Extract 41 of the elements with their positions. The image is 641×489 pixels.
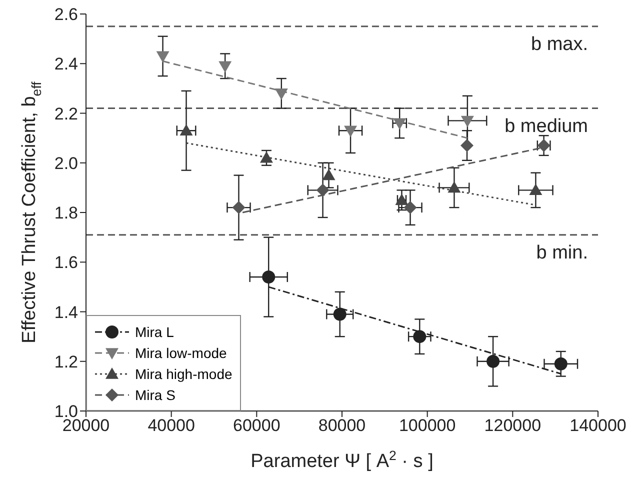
y-tick-label: 1.8 bbox=[54, 204, 78, 223]
point bbox=[232, 201, 246, 214]
x-tick-label: 100000 bbox=[398, 416, 456, 436]
x-tick-label: 80000 bbox=[318, 416, 366, 436]
point bbox=[218, 61, 232, 73]
x-tick-label: 140000 bbox=[570, 416, 626, 436]
y-tick-label: 1.4 bbox=[54, 302, 78, 322]
ref-line-label: b max. bbox=[530, 34, 588, 55]
legend-label: Mira L bbox=[135, 324, 174, 340]
point bbox=[180, 124, 193, 136]
y-tick-label: 2.0 bbox=[54, 154, 78, 173]
point bbox=[156, 51, 170, 63]
y-tick-label: 1.6 bbox=[54, 253, 78, 272]
x-tick-label: 20000 bbox=[62, 416, 110, 436]
x-tick-label: 40000 bbox=[148, 416, 195, 436]
ref-line-label: b medium bbox=[504, 116, 588, 137]
point bbox=[448, 181, 461, 193]
x-tick-label: 60000 bbox=[233, 416, 280, 436]
point bbox=[333, 308, 346, 321]
point bbox=[404, 201, 417, 214]
y-tick-label: 2.6 bbox=[54, 5, 78, 24]
point bbox=[460, 139, 474, 152]
point bbox=[554, 357, 568, 370]
ref-line-label: b min. bbox=[536, 242, 588, 264]
y-tick-label: 1.2 bbox=[54, 352, 78, 372]
y-tick-label: 2.2 bbox=[54, 104, 78, 124]
point bbox=[316, 184, 330, 197]
x-axis-title: Parameter Ψ [ A$^{2}$ · s ] bbox=[250, 448, 434, 472]
legend-label: Mira high-mode bbox=[135, 366, 232, 382]
point bbox=[529, 184, 542, 196]
point bbox=[460, 116, 474, 128]
legend-label: Mira S bbox=[135, 386, 176, 402]
x-tick-label: 120000 bbox=[484, 416, 542, 436]
point bbox=[322, 168, 336, 180]
point bbox=[260, 151, 273, 163]
point bbox=[262, 270, 276, 284]
point bbox=[486, 354, 500, 368]
point bbox=[413, 330, 426, 344]
y-tick-label: 2.4 bbox=[54, 54, 78, 74]
point bbox=[344, 126, 358, 138]
legend-label: Mira low-mode bbox=[135, 344, 227, 360]
